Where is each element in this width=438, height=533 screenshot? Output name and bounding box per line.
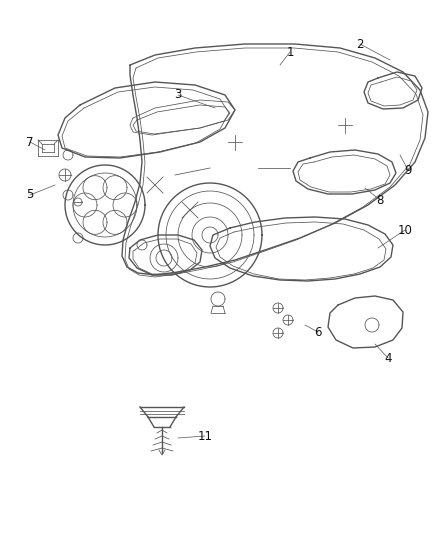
Text: 2: 2 — [356, 37, 363, 51]
Text: 4: 4 — [383, 351, 391, 365]
Text: 10: 10 — [397, 223, 411, 237]
Text: 6: 6 — [314, 326, 321, 338]
Text: 8: 8 — [375, 193, 383, 206]
Text: 1: 1 — [286, 45, 293, 59]
Text: 5: 5 — [26, 189, 34, 201]
Text: 9: 9 — [403, 164, 411, 176]
Text: 11: 11 — [197, 430, 212, 442]
Text: 7: 7 — [26, 135, 34, 149]
Text: 3: 3 — [174, 88, 181, 101]
